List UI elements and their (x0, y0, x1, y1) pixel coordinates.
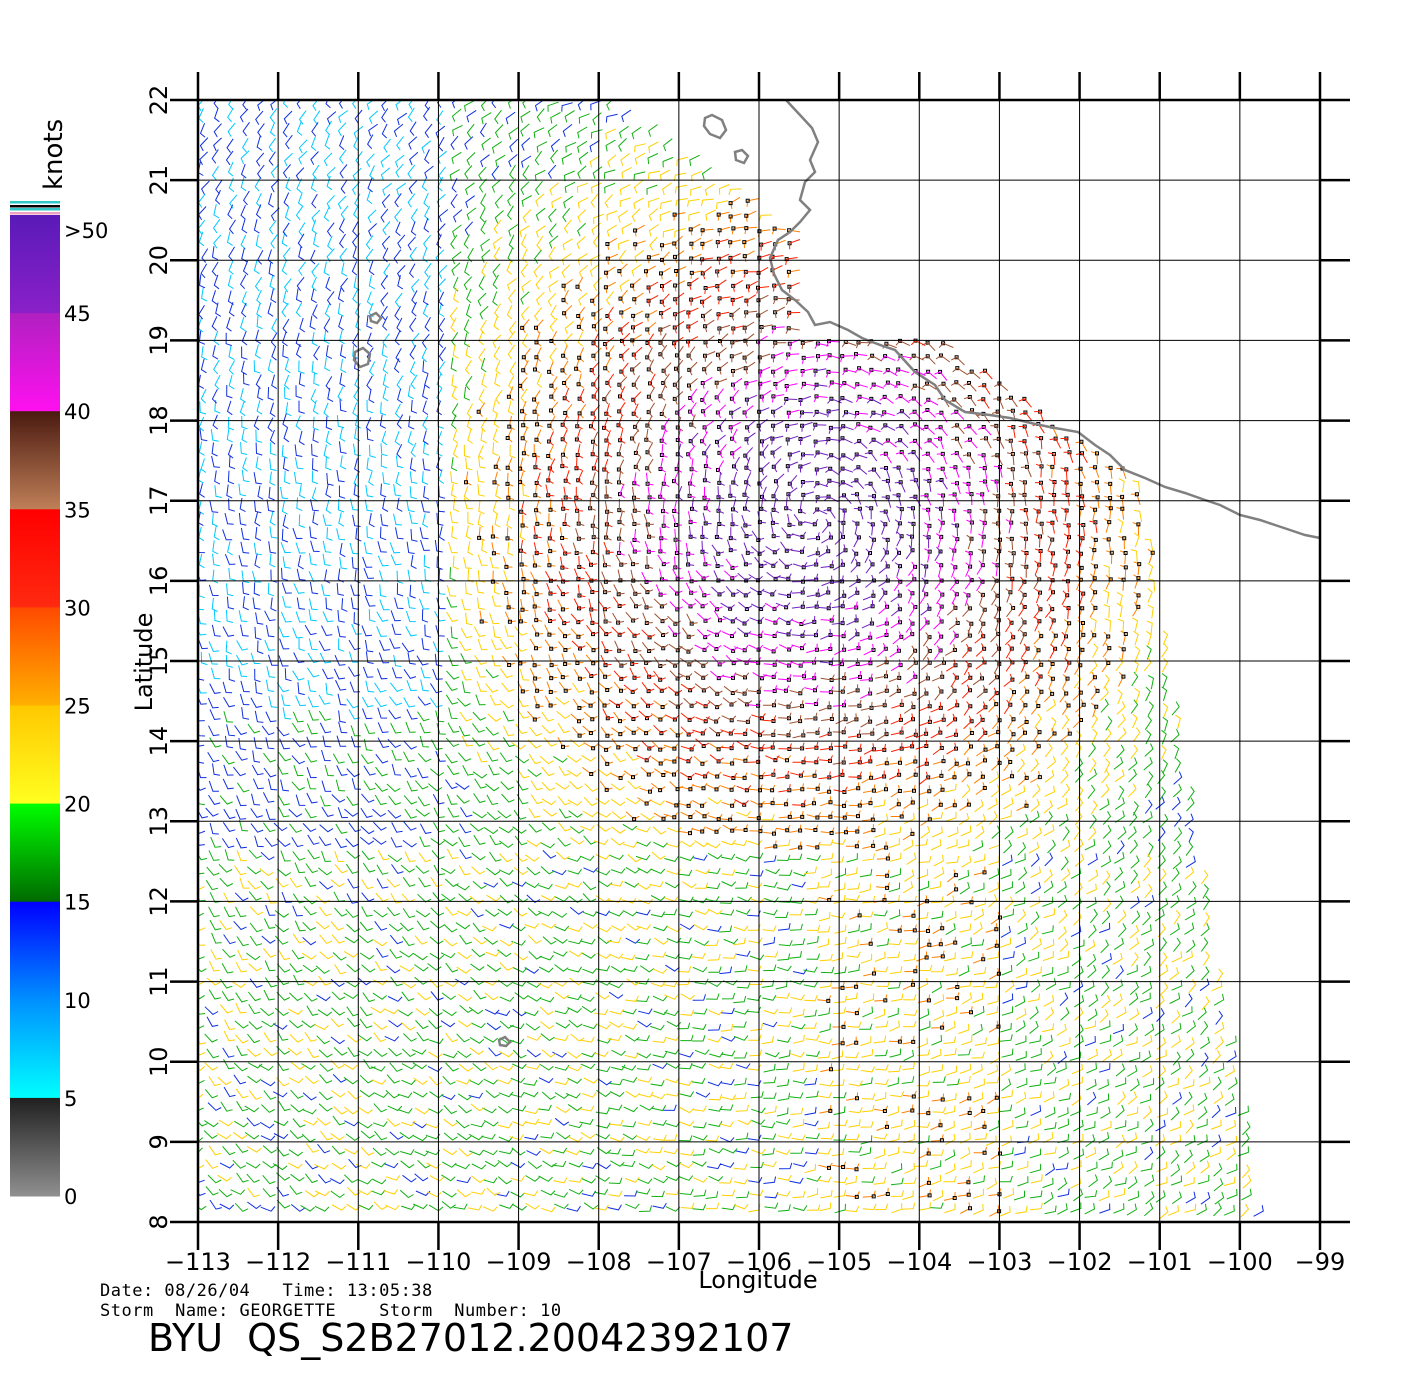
latitude-tick-label: 9 (145, 1134, 173, 1149)
latitude-tick-label: 15 (145, 646, 173, 677)
coastline (352, 99, 1321, 1048)
colorbar-segment (10, 607, 60, 706)
colorbar-overflow-stripe (10, 205, 60, 208)
wind-barb-field (198, 100, 1264, 1220)
colorbar-segment (10, 509, 60, 608)
latitude-tick-label: 13 (145, 806, 173, 837)
wind-barb-group (198, 100, 1264, 1217)
latitude-tick-label: 14 (145, 726, 173, 757)
latitude-tick-labels: 8 9 10 11 12 13 14 15 16 17 18 19 20 21 22 (145, 85, 173, 1230)
latitude-tick-label: 17 (145, 485, 173, 516)
colorbar-segment (10, 411, 60, 510)
colorbar-tick-label: 30 (64, 596, 91, 620)
latitude-tick-label: 22 (145, 85, 173, 116)
latitude-tick-label: 16 (145, 566, 173, 597)
wind-barb-group (198, 100, 448, 720)
longitude-tick-label: −107 (646, 1248, 712, 1276)
longitude-tick-label: −104 (886, 1248, 952, 1276)
colorbar-tick-label: 25 (64, 695, 91, 719)
longitude-tick-labels: −113 −112 −111 −110 −109 −108 −107 −106 −105 −104… (165, 1248, 1345, 1276)
wind-barb-group (198, 100, 1252, 1217)
latitude-tick-label: 18 (145, 405, 173, 436)
colorbar-tick-label: 20 (64, 793, 91, 817)
longitude-tick-label: −111 (325, 1248, 391, 1276)
latitude-tick-label: 21 (145, 165, 173, 196)
longitude-tick-label: −110 (405, 1248, 471, 1276)
longitude-tick-label: −106 (726, 1248, 792, 1276)
colorbar (10, 201, 60, 1197)
colorbar-tick-label: 10 (64, 989, 91, 1013)
x-axis-label: Longitude (698, 1266, 817, 1294)
island-socorro (352, 346, 372, 369)
latitude-tick-label: 11 (145, 966, 173, 997)
wind-barb-group (520, 238, 1098, 806)
colorbar-segment (10, 313, 60, 412)
colorbar-segment (10, 215, 60, 314)
latitude-tick-label: 19 (145, 325, 173, 356)
product-id: BYU QS_S2B27012.20042392107 (148, 1316, 794, 1360)
longitude-tick-label: −99 (1295, 1248, 1346, 1276)
storm-info-label: Storm Name: GEORGETTE Storm Number: 10 (100, 1301, 562, 1321)
wind-barb-group (677, 368, 958, 664)
wind-barb-group (618, 326, 1012, 707)
wind-barb-group (572, 294, 1053, 765)
longitude-tick-label: −102 (1047, 1248, 1113, 1276)
island-clarion (497, 1035, 512, 1048)
colorbar-segment (10, 999, 60, 1099)
colorbar-overflow-stripe (10, 208, 60, 211)
longitude-tick-label: −103 (966, 1248, 1032, 1276)
colorbar-segment (10, 705, 60, 805)
colorbar-segment (10, 803, 60, 903)
colorbar-tick-label: 35 (64, 498, 91, 522)
island-maria-madre (702, 113, 728, 140)
latitude-tick-label: 20 (145, 245, 173, 276)
colorbar-overflow-stripe (10, 212, 60, 215)
colorbar-tick-labels: >50 45 40 35 30 25 20 15 10 5 0 (64, 219, 108, 1209)
latitude-tick-label: 12 (145, 886, 173, 917)
colorbar-segment (10, 901, 60, 1001)
colorbar-tick-label: 45 (64, 302, 91, 326)
lat-lon-grid (170, 72, 1350, 1250)
colorbar-segment (10, 1097, 60, 1197)
colorbar-overflow-stripe (10, 201, 60, 204)
longitude-tick-label: −112 (245, 1248, 311, 1276)
colorbar-tick-label: 15 (64, 891, 91, 915)
longitude-tick-label: −101 (1127, 1248, 1193, 1276)
longitude-tick-label: −108 (566, 1248, 632, 1276)
island-maria-magdalena (733, 148, 750, 165)
wind-barb-group (198, 128, 1252, 1220)
wind-barb-group (465, 196, 1154, 1217)
mexico-coastline (768, 99, 1321, 540)
longitude-tick-label: −100 (1207, 1248, 1273, 1276)
wind-barb-group (464, 198, 1155, 1214)
date-time-label: Date: 08/26/04 Time: 13:05:38 (100, 1281, 433, 1301)
longitude-tick-label: −105 (806, 1248, 872, 1276)
colorbar-tick-label: 0 (64, 1185, 77, 1209)
y-axis-label: Latitude (130, 613, 158, 712)
longitude-tick-label: −109 (486, 1248, 552, 1276)
colorbar-unit-label: knots (39, 119, 69, 190)
colorbar-tick-label: >50 (64, 219, 108, 243)
longitude-tick-label: −113 (165, 1248, 231, 1276)
latitude-tick-label: 10 (145, 1046, 173, 1077)
latitude-tick-label: 8 (145, 1214, 173, 1229)
colorbar-tick-label: 5 (64, 1087, 77, 1111)
colorbar-tick-label: 40 (64, 400, 91, 424)
island-san-benedicto (368, 311, 383, 325)
